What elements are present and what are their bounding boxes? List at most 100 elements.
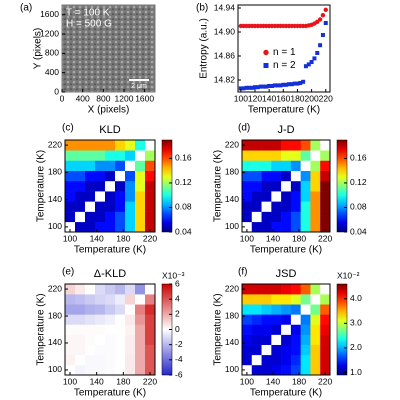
heatmap-cell	[271, 364, 282, 376]
y-axis-label: Temperature (K)	[36, 293, 47, 365]
heatmap-cell	[125, 180, 136, 192]
y-axis-label: Entropy (a.u.)	[199, 18, 210, 79]
heatmap-cell	[135, 150, 146, 161]
x-axis-label: Temperature (K)	[74, 245, 146, 256]
heatmap-cell	[261, 284, 272, 295]
data-point	[298, 81, 303, 85]
y-tick-label: 140	[48, 194, 62, 204]
data-point	[323, 21, 328, 25]
heatmap-cell	[105, 211, 116, 223]
heatmap-cell	[281, 221, 292, 233]
panel-label: (d)	[238, 123, 250, 134]
heatmap-cell	[251, 191, 262, 202]
heatmap-cell	[290, 364, 301, 376]
heatmap-cell	[145, 170, 156, 182]
heatmap-cell	[310, 191, 321, 202]
heatmap-cell	[281, 150, 292, 161]
heatmap-cell	[251, 221, 262, 233]
colorbar-tick-label: 0.16	[175, 153, 192, 163]
heatmap-cell	[290, 160, 301, 171]
panel-title: J-D	[277, 124, 294, 136]
heatmap-cell	[65, 304, 76, 315]
y-tick-label: 140	[225, 194, 239, 204]
heatmap-cell	[300, 180, 311, 192]
data-point	[247, 85, 252, 90]
heatmap-cell	[320, 354, 331, 366]
heatmap-cell	[65, 284, 76, 295]
x-tick-label: 180	[116, 376, 130, 386]
heatmap-cell	[85, 324, 96, 335]
heatmap-cell	[65, 201, 76, 212]
heatmap-cell	[310, 150, 321, 161]
heatmap-cell	[261, 324, 272, 335]
colorbar-tick-label: -2	[175, 339, 183, 349]
heatmap-cell	[261, 140, 272, 151]
heatmap-cell	[125, 221, 136, 233]
heatmap-cell	[105, 221, 116, 233]
panel-label: (b)	[196, 3, 208, 14]
x-tick-label: 1600	[135, 93, 154, 103]
heatmap-cell	[115, 191, 126, 202]
heatmap-cell	[290, 150, 301, 161]
heatmap-cell	[281, 160, 292, 171]
heatmap-cell	[271, 150, 282, 161]
y-tick-label: 220	[225, 283, 239, 293]
heatmap-cell	[115, 221, 126, 233]
heatmap-cell	[95, 304, 106, 315]
heatmap-cell	[300, 304, 311, 315]
heatmap-cell	[281, 294, 292, 305]
heatmap-cell	[300, 140, 311, 151]
heatmap-cell	[75, 170, 86, 182]
colorbar-multiplier: X10⁻²	[337, 270, 360, 280]
x-axis-label: Temperature (K)	[74, 388, 146, 399]
heatmap-cell	[95, 334, 106, 345]
heatmap-cell	[300, 334, 311, 345]
heatmap-cell	[271, 211, 282, 223]
x-tick-label: 800	[96, 93, 110, 103]
heatmap-cell	[310, 160, 321, 171]
heatmap-cell	[290, 170, 301, 182]
heatmap-cell	[281, 170, 292, 182]
x-tick-label: 220	[318, 233, 332, 243]
heatmap-cell	[65, 324, 76, 335]
y-axis-label: Temperature (K)	[36, 150, 47, 222]
heatmap-cell	[75, 334, 86, 345]
heatmap-cell	[271, 314, 282, 325]
plot-frame	[241, 139, 331, 233]
heatmap-cell	[145, 201, 156, 212]
x-tick-label: 140	[262, 93, 276, 103]
heatmap-cell	[75, 324, 86, 335]
heatmap-cell	[125, 140, 136, 151]
heatmap-cell	[105, 294, 116, 305]
data-point	[261, 84, 266, 89]
data-point	[318, 43, 323, 48]
panel-title: KLD	[99, 124, 120, 136]
heatmap-cell	[320, 201, 331, 212]
heatmap-cell	[85, 354, 96, 366]
heatmap-cell	[251, 344, 262, 356]
heatmap-cell	[65, 180, 76, 192]
heatmap-cell	[271, 191, 282, 202]
heatmap-cell	[85, 150, 96, 161]
colorbar-tick-label: 0	[175, 324, 180, 334]
heatmap-cell	[105, 314, 116, 325]
heatmap-cell	[115, 294, 126, 305]
heatmap-cell	[320, 334, 331, 345]
panel-label: (a)	[20, 3, 32, 14]
colorbar-tick-label: 0.08	[175, 202, 192, 212]
heatmap-cell	[242, 211, 253, 223]
heatmap-cell	[271, 354, 282, 366]
heatmap-cell	[145, 191, 156, 202]
heatmap-cell	[125, 324, 136, 335]
colorbar-tick-label: 0.08	[350, 202, 367, 212]
heatmap-cell	[145, 150, 156, 161]
heatmap-cell	[145, 211, 156, 223]
heatmap-cell	[281, 314, 292, 325]
panel-label: (c)	[62, 123, 74, 134]
y-tick-label: 220	[48, 139, 62, 149]
heatmap-cell	[281, 304, 292, 315]
heatmap-cell	[115, 150, 126, 161]
panel-label: (f)	[238, 267, 247, 278]
heatmap-cell	[251, 201, 262, 212]
